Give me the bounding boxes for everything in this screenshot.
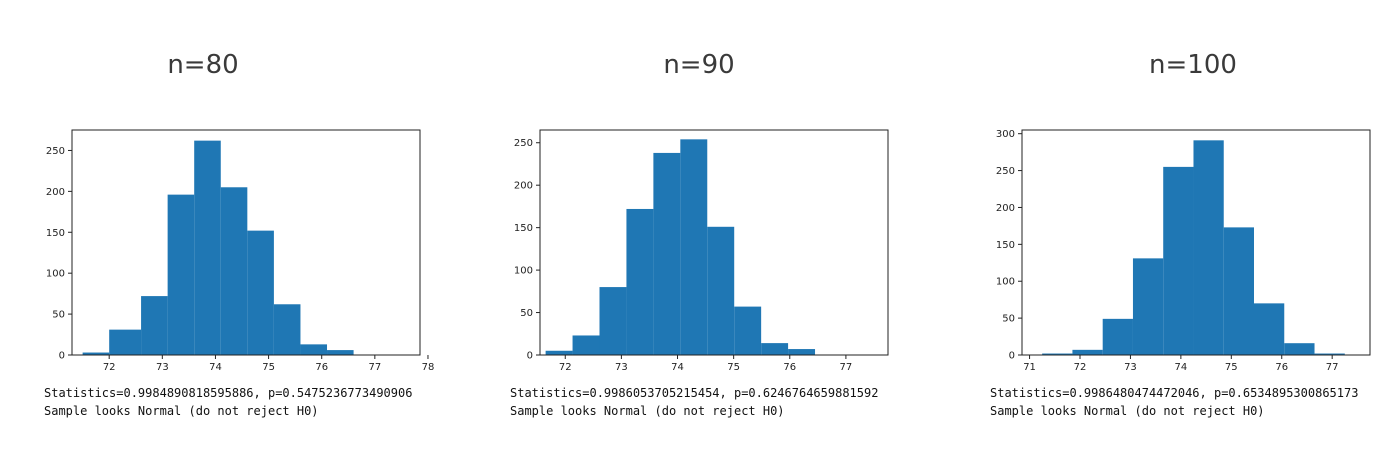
histogram-bar [1072,349,1103,355]
x-tick-label: 72 [103,362,116,373]
histogram-bar [1193,140,1224,355]
y-tick-label: 200 [996,203,1015,214]
histogram-bar [653,152,681,355]
histogram-plot: 72 73 74 75 76 77 78 0 50 100 150 200 250 [46,129,434,373]
plot-frame [71,129,421,356]
histogram-bar [626,208,654,355]
y-tick-label: 100 [514,266,533,277]
histogram-panel-n80: n=80 72 73 74 75 76 77 78 0 50 100 150 200 250 Stati… [0,0,466,466]
histogram-bar [1254,303,1285,355]
histogram-panel-n90: n=90 72 73 74 75 76 77 0 50 100 150 200 250 Statist… [466,0,932,466]
histogram-bar [1284,343,1315,355]
y-tick-label: 100 [996,277,1015,288]
statistics-line: Statistics=0.9986053705215454, p=0.62467… [510,386,879,400]
y-tick-label: 50 [1002,314,1015,325]
histogram-bar [1102,318,1133,355]
histogram-bar [1223,227,1254,355]
x-tick-label: 74 [209,362,222,373]
x-tick-label: 73 [615,362,628,373]
histogram-bar [707,226,735,355]
chart-title: n=100 [1149,50,1237,80]
histogram-bar [273,304,301,355]
verdict-line: Sample looks Normal (do not reject H0) [44,404,319,418]
x-tick-label: 72 [559,362,572,373]
x-tick-label: 73 [1124,362,1137,373]
y-tick-label: 150 [46,228,65,239]
histogram-bar [572,335,600,355]
histogram-bar [599,287,627,355]
verdict-line: Sample looks Normal (do not reject H0) [990,404,1265,418]
histogram-bar [545,350,573,355]
y-tick-label: 50 [52,310,65,321]
x-tick-label: 78 [422,362,435,373]
x-tick-label: 75 [727,362,740,373]
histogram-bar [680,139,708,355]
histogram-plot: 71 72 73 74 75 76 77 0 50 100 150 200 250 300 [996,129,1371,373]
x-tick-label: 77 [1326,362,1339,373]
test-result: Statistics=0.9986480474472046, p=0.65348… [990,384,1358,420]
y-tick-label: 0 [527,351,533,362]
chart-title: n=80 [167,50,239,80]
y-tick-label: 250 [996,166,1015,177]
histogram-svg: 72 73 74 75 76 77 78 0 50 100 150 200 250 [46,129,434,373]
statistics-line: Statistics=0.9984890818595886, p=0.54752… [44,386,413,400]
x-tick-label: 75 [262,362,275,373]
y-tick-label: 250 [514,138,533,149]
y-tick-label: 150 [996,240,1015,251]
histogram-bar [300,344,328,355]
x-tick-label: 74 [671,362,684,373]
histogram-bar [1163,166,1194,355]
plot-frame [539,129,889,356]
histogram-panel-n100: n=100 71 72 73 74 75 76 77 0 50 100 150 200 250 300 S… [932,0,1398,466]
y-tick-label: 0 [1009,351,1015,362]
histogram-bar [761,343,789,355]
y-tick-label: 0 [59,351,65,362]
histogram-bar [1132,258,1164,355]
x-tick-label: 75 [1225,362,1238,373]
x-tick-label: 76 [315,362,328,373]
histogram-bar [109,329,142,355]
y-tick-label: 200 [46,187,65,198]
histogram-bar [327,350,354,355]
histogram-bar [1042,353,1073,355]
y-tick-label: 200 [514,181,533,192]
plot-frame [1021,129,1371,356]
x-tick-label: 73 [156,362,169,373]
y-tick-label: 250 [46,146,65,157]
histogram-svg: 72 73 74 75 76 77 0 50 100 150 200 250 [514,129,889,373]
test-result: Statistics=0.9986053705215454, p=0.62467… [510,384,878,420]
histogram-bar [167,194,195,355]
chart-title: n=90 [663,50,735,80]
histogram-bar [194,140,221,355]
histogram-bar [788,349,816,355]
histogram-bar [1314,353,1345,355]
x-tick-label: 77 [368,362,381,373]
histogram-bar [247,230,274,355]
histogram-bar [734,306,762,355]
x-tick-label: 76 [783,362,796,373]
y-tick-label: 300 [996,129,1015,140]
x-tick-label: 72 [1074,362,1087,373]
test-result: Statistics=0.9984890818595886, p=0.54752… [44,384,412,420]
histogram-bar [82,352,110,355]
histogram-svg: 71 72 73 74 75 76 77 0 50 100 150 200 250 300 [996,129,1371,373]
statistics-line: Statistics=0.9986480474472046, p=0.65348… [990,386,1359,400]
x-tick-label: 76 [1275,362,1288,373]
y-tick-label: 50 [520,308,533,319]
histogram-plot: 72 73 74 75 76 77 0 50 100 150 200 250 [514,129,889,373]
y-tick-label: 100 [46,269,65,280]
histogram-bar [220,187,248,355]
y-tick-label: 150 [514,223,533,234]
x-tick-label: 71 [1023,362,1036,373]
histogram-bar [141,296,168,355]
x-tick-label: 74 [1175,362,1188,373]
verdict-line: Sample looks Normal (do not reject H0) [510,404,785,418]
x-tick-label: 77 [840,362,853,373]
